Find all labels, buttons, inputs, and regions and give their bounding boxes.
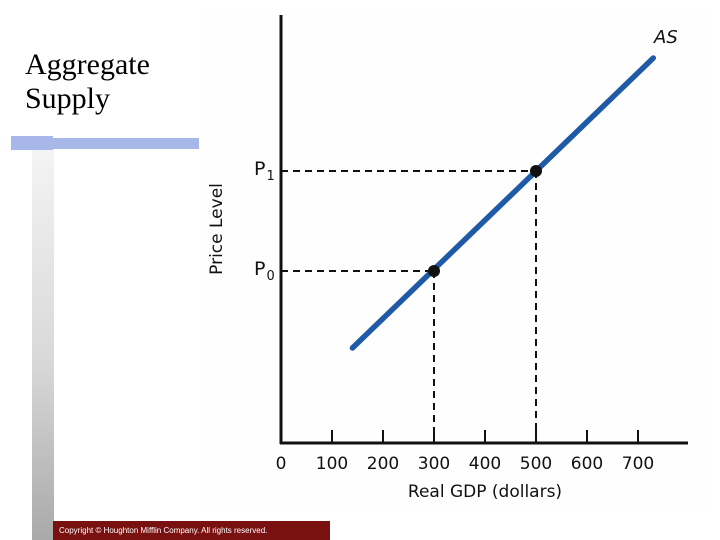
as-curve-line	[349, 55, 657, 351]
x-tick-label: 500	[520, 454, 552, 474]
price-level-label: P0	[254, 258, 275, 284]
equilibrium-point	[428, 265, 440, 277]
copyright-footer: Copyright © Houghton Mifflin Company. Al…	[53, 521, 330, 540]
x-tick-label: 700	[622, 454, 654, 474]
price-level-label: P1	[254, 158, 275, 184]
decorative-accent-bar	[53, 138, 199, 149]
slide-title-line-1: Aggregate	[25, 48, 150, 81]
axes-group	[279, 15, 688, 445]
price-level-subscript: 0	[266, 269, 274, 284]
y-axis-title: Price Level	[207, 183, 227, 275]
x-tick-label: 200	[367, 454, 399, 474]
chart-panel	[200, 10, 710, 510]
guide-lines-group	[281, 170, 537, 443]
x-tick-label: 100	[316, 454, 348, 474]
slide-title: Aggregate Supply	[25, 48, 150, 116]
price-level-subscript: 1	[266, 169, 274, 184]
x-tick-label: 600	[571, 454, 603, 474]
x-tick-label: 400	[469, 454, 501, 474]
slide-title-line-2: Supply	[25, 82, 111, 115]
series-group	[349, 55, 657, 351]
points-group: P0 P1	[254, 158, 542, 284]
as-curve-label: AS	[653, 27, 678, 48]
decorative-left-bar	[32, 148, 54, 540]
decorative-accent-square	[11, 136, 53, 150]
x-axis-title: Real GDP (dollars)	[408, 482, 562, 502]
x-ticks-group: 0 100 200 300 400 500 600 700	[276, 430, 654, 474]
equilibrium-point	[530, 165, 542, 177]
x-tick-label: 0	[276, 454, 287, 474]
x-tick-label: 300	[418, 454, 450, 474]
